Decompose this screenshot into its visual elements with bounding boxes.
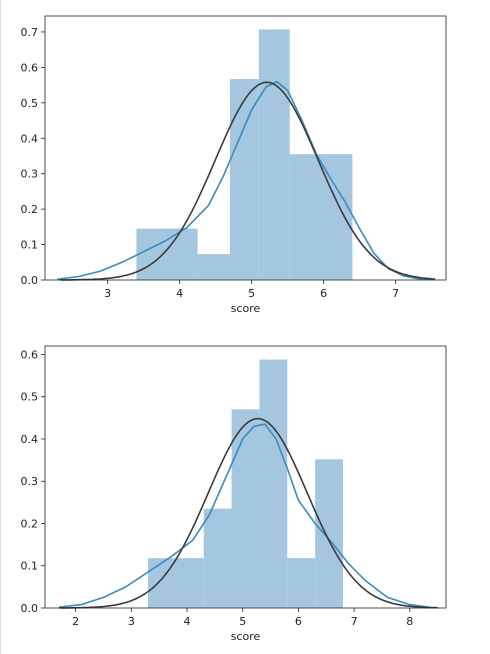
histogram-bar	[287, 558, 316, 608]
x-tick-label: 7	[392, 287, 399, 300]
histogram-bar	[136, 228, 198, 280]
x-axis-label: score	[231, 630, 261, 643]
plot-frame	[44, 345, 447, 609]
y-tick-label: 0.1	[21, 239, 39, 252]
histogram-bar	[203, 508, 232, 608]
histogram-bar	[197, 254, 231, 280]
x-axis-label: score	[231, 302, 261, 315]
y-tick-label: 0.2	[21, 517, 39, 530]
histogram-bar	[231, 409, 260, 608]
histogram-bar	[259, 359, 288, 608]
y-tick-label: 0.4	[21, 132, 39, 145]
x-tick-label: 5	[248, 287, 255, 300]
y-tick-label: 0.0	[21, 274, 39, 287]
x-tick-label: 3	[104, 287, 111, 300]
y-tick-label: 0.3	[21, 475, 39, 488]
score-distribution-plot-bottom: 2 3 4 5 6 7 8 0.0 0.1 0.2 0.3 0.4 0.5 0.6 score	[21, 345, 447, 643]
histogram-bar	[258, 29, 290, 280]
kde-line	[57, 80, 430, 281]
histogram-bar	[289, 154, 353, 280]
y-tick-label: 0.5	[21, 391, 39, 404]
x-tick-label: 4	[184, 615, 191, 628]
window-left-border	[0, 0, 1, 654]
x-tick-label: 2	[72, 615, 79, 628]
x-tick-label: 5	[239, 615, 246, 628]
histogram-bar	[230, 79, 259, 280]
kde-line	[58, 423, 430, 608]
normal-fit-line	[59, 417, 438, 609]
x-tick-label: 4	[176, 287, 183, 300]
x-tick-label: 3	[128, 615, 135, 628]
x-tick-label: 6	[320, 287, 327, 300]
plot-frame	[44, 15, 447, 281]
y-tick-label: 0.4	[21, 433, 39, 446]
y-tick-label: 0.0	[21, 602, 39, 615]
y-tick-label: 0.2	[21, 203, 39, 216]
y-tick-label: 0.3	[21, 168, 39, 181]
x-tick-label: 8	[406, 615, 413, 628]
y-tick-label: 0.1	[21, 560, 39, 573]
y-tick-label: 0.5	[21, 97, 39, 110]
x-tick-label: 6	[295, 615, 302, 628]
x-tick-label: 7	[351, 615, 358, 628]
normal-fit-line	[60, 81, 436, 281]
y-tick-label: 0.6	[21, 61, 39, 74]
score-distribution-plot-top: 3 4 5 6 7 0.0 0.1 0.2 0.3 0.4 0.5 0.6 0.7 score	[21, 15, 447, 315]
y-tick-label: 0.6	[21, 348, 39, 361]
y-tick-label: 0.7	[21, 26, 39, 39]
histogram-bar	[315, 459, 343, 608]
